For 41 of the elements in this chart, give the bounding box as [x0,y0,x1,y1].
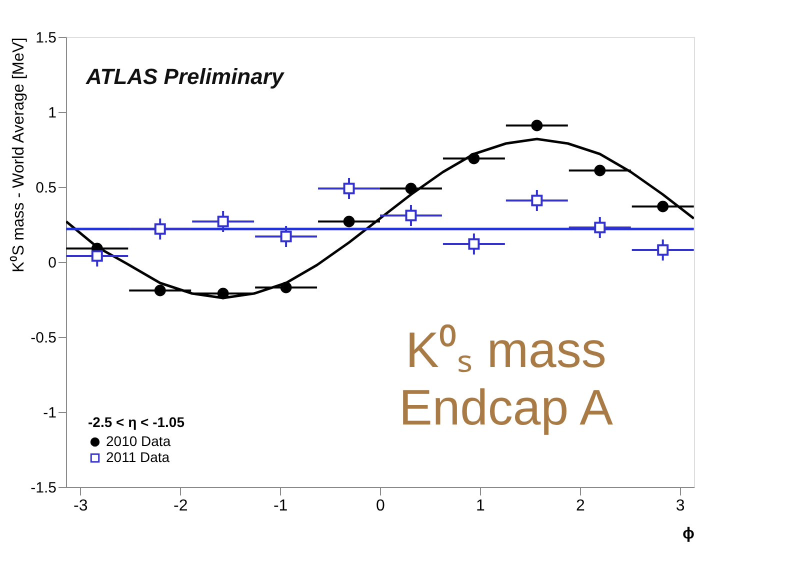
point [154,284,166,296]
point [217,288,229,300]
point [468,238,480,250]
annotation: ATLAS Preliminary [85,64,286,89]
y-tick-label: -1.5 [30,480,56,496]
point [154,223,166,235]
point [531,194,543,206]
point [343,182,355,194]
y-tick-label: -1 [43,404,56,422]
point [405,182,417,194]
x-tick-label: 3 [676,498,685,514]
point [280,282,292,294]
point [217,216,229,228]
point [594,222,606,234]
line-series [66,138,694,300]
point [594,164,606,176]
y-tick-label: 1 [48,104,56,122]
y-tick-label: 0.5 [36,180,56,196]
x-axis-title: ϕ [682,526,694,542]
x-tick-label: 1 [476,498,485,514]
point [405,210,417,222]
x-tick-label: 2 [576,498,585,514]
point [657,200,669,212]
y-tick-label: 1.5 [36,30,56,46]
y-axis-title: K⁰S mass - World Average [MeV] [10,38,28,272]
point [91,250,103,262]
x-tick-label: -3 [74,498,88,514]
x-tick-label: -1 [273,498,288,514]
point [343,216,355,228]
point [468,152,480,164]
legend-label: 2010 Data [106,433,171,449]
y-tick-label: -0.5 [30,330,56,346]
point [657,244,669,256]
legend-title: -2.5 < η < -1.05 [88,414,185,430]
x-tick-label: 0 [376,498,386,514]
annotation: K⁰ₛ mass Endcap A [398,322,614,436]
x-tick-label: -2 [173,498,188,514]
point [280,230,292,242]
legend-label: 2011 Data [106,449,170,465]
y-tick-label: 0 [48,254,56,272]
point [531,120,543,132]
